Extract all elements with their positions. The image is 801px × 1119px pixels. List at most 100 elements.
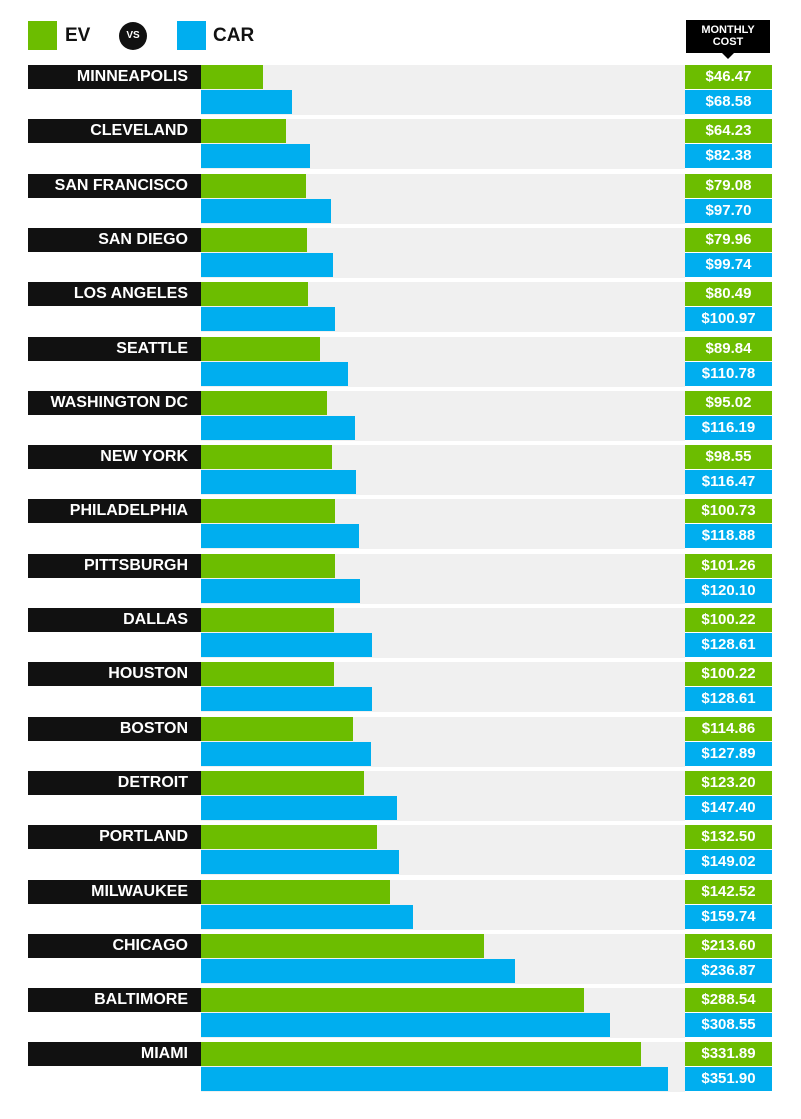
- car-legend-label: CAR: [213, 25, 255, 46]
- chart-row-milwaukee: MILWAUKEE $142.52 $159.74: [0, 880, 801, 930]
- city-label: SEATTLE: [28, 337, 201, 361]
- vs-badge: VS: [119, 22, 147, 50]
- monthly-cost-header-line1: MONTHLY: [701, 24, 755, 36]
- city-label: BALTIMORE: [28, 988, 201, 1012]
- monthly-cost-header-line2: COST: [712, 36, 744, 48]
- chart-row-houston: HOUSTON $100.22 $128.61: [0, 662, 801, 712]
- car-cost-label: $68.58: [685, 90, 772, 114]
- chart-row-chicago: CHICAGO $213.60 $236.87: [0, 934, 801, 984]
- car-cost-label: $116.47: [685, 470, 772, 494]
- monthly-cost-header-caret: [722, 53, 734, 59]
- city-label: BOSTON: [28, 717, 201, 741]
- ev-legend-label: EV: [65, 25, 91, 46]
- car-cost-label: $100.97: [685, 307, 772, 331]
- car-bar: [201, 199, 331, 223]
- car-bar: [201, 362, 348, 386]
- car-cost-label: $116.19: [685, 416, 772, 440]
- city-label: DALLAS: [28, 608, 201, 632]
- chart-row-new-york: NEW YORK $98.55 $116.47: [0, 445, 801, 495]
- chart-row-dallas: DALLAS $100.22 $128.61: [0, 608, 801, 658]
- ev-bar: [201, 119, 287, 143]
- city-label: CHICAGO: [28, 934, 201, 958]
- city-label: MINNEAPOLIS: [28, 65, 201, 89]
- car-cost-label: $118.88: [685, 524, 772, 548]
- car-cost-label: $147.40: [685, 796, 772, 820]
- car-cost-label: $99.74: [685, 253, 772, 277]
- city-label: SAN DIEGO: [28, 228, 201, 252]
- ev-cost-label: $46.47: [685, 65, 772, 89]
- car-cost-label: $110.78: [685, 362, 772, 386]
- ev-bar: [201, 65, 263, 89]
- ev-cost-label: $95.02: [685, 391, 772, 415]
- ev-bar: [201, 337, 321, 361]
- monthly-cost-header: MONTHLY COST: [686, 20, 770, 53]
- ev-cost-label: $100.73: [685, 499, 772, 523]
- city-label: MILWAUKEE: [28, 880, 201, 904]
- ev-cost-label: $123.20: [685, 771, 772, 795]
- car-bar: [201, 307, 335, 331]
- car-cost-label: $97.70: [685, 199, 772, 223]
- car-cost-label: $236.87: [685, 959, 772, 983]
- chart-row-miami: MIAMI $331.89 $351.90: [0, 1042, 801, 1092]
- chart-row-san-francisco: SAN FRANCISCO $79.08 $97.70: [0, 174, 801, 224]
- car-bar: [201, 687, 372, 711]
- car-legend-swatch: [177, 21, 206, 50]
- chart-row-los-angeles: LOS ANGELES $80.49 $100.97: [0, 282, 801, 332]
- chart-row-baltimore: BALTIMORE $288.54 $308.55: [0, 988, 801, 1038]
- ev-bar: [201, 228, 308, 252]
- ev-bar: [201, 554, 336, 578]
- car-bar: [201, 144, 311, 168]
- ev-cost-label: $288.54: [685, 988, 772, 1012]
- ev-cost-label: $142.52: [685, 880, 772, 904]
- legend: EV VS CAR MONTHLY COST: [0, 0, 801, 64]
- city-label: PORTLAND: [28, 825, 201, 849]
- car-bar: [201, 470, 356, 494]
- city-label: LOS ANGELES: [28, 282, 201, 306]
- city-label: HOUSTON: [28, 662, 201, 686]
- car-bar: [201, 1013, 611, 1037]
- chart-row-philadelphia: PHILADELPHIA $100.73 $118.88: [0, 499, 801, 549]
- car-bar: [201, 90, 292, 114]
- car-bar: [201, 905, 413, 929]
- ev-bar: [201, 499, 335, 523]
- city-label: DETROIT: [28, 771, 201, 795]
- car-cost-label: $127.89: [685, 742, 772, 766]
- ev-bar: [201, 1042, 642, 1066]
- ev-bar: [201, 445, 332, 469]
- car-cost-label: $351.90: [685, 1067, 772, 1091]
- chart-row-san-diego: SAN DIEGO $79.96 $99.74: [0, 228, 801, 278]
- ev-cost-label: $100.22: [685, 662, 772, 686]
- chart-row-minneapolis: MINNEAPOLIS $46.47 $68.58: [0, 65, 801, 115]
- car-bar: [201, 959, 516, 983]
- car-cost-label: $308.55: [685, 1013, 772, 1037]
- car-bar: [201, 742, 371, 766]
- ev-bar: [201, 174, 306, 198]
- city-label: WASHINGTON DC: [28, 391, 201, 415]
- city-label: CLEVELAND: [28, 119, 201, 143]
- ev-bar: [201, 825, 377, 849]
- ev-cost-label: $132.50: [685, 825, 772, 849]
- ev-bar: [201, 771, 365, 795]
- chart-row-pittsburgh: PITTSBURGH $101.26 $120.10: [0, 554, 801, 604]
- chart-row-detroit: DETROIT $123.20 $147.40: [0, 771, 801, 821]
- city-label: MIAMI: [28, 1042, 201, 1066]
- ev-cost-label: $89.84: [685, 337, 772, 361]
- city-label: SAN FRANCISCO: [28, 174, 201, 198]
- car-bar: [201, 579, 361, 603]
- chart-row-washington-dc: WASHINGTON DC $95.02 $116.19: [0, 391, 801, 441]
- ev-cost-label: $213.60: [685, 934, 772, 958]
- chart-row-portland: PORTLAND $132.50 $149.02: [0, 825, 801, 875]
- ev-bar: [201, 282, 308, 306]
- ev-cost-label: $98.55: [685, 445, 772, 469]
- ev-cost-label: $100.22: [685, 608, 772, 632]
- ev-bar: [201, 934, 485, 958]
- car-bar: [201, 416, 356, 440]
- ev-cost-label: $79.96: [685, 228, 772, 252]
- ev-bar: [201, 391, 328, 415]
- ev-bar: [201, 717, 354, 741]
- car-bar: [201, 850, 399, 874]
- ev-cost-label: $64.23: [685, 119, 772, 143]
- chart-row-boston: BOSTON $114.86 $127.89: [0, 717, 801, 767]
- ev-bar: [201, 662, 334, 686]
- city-label: NEW YORK: [28, 445, 201, 469]
